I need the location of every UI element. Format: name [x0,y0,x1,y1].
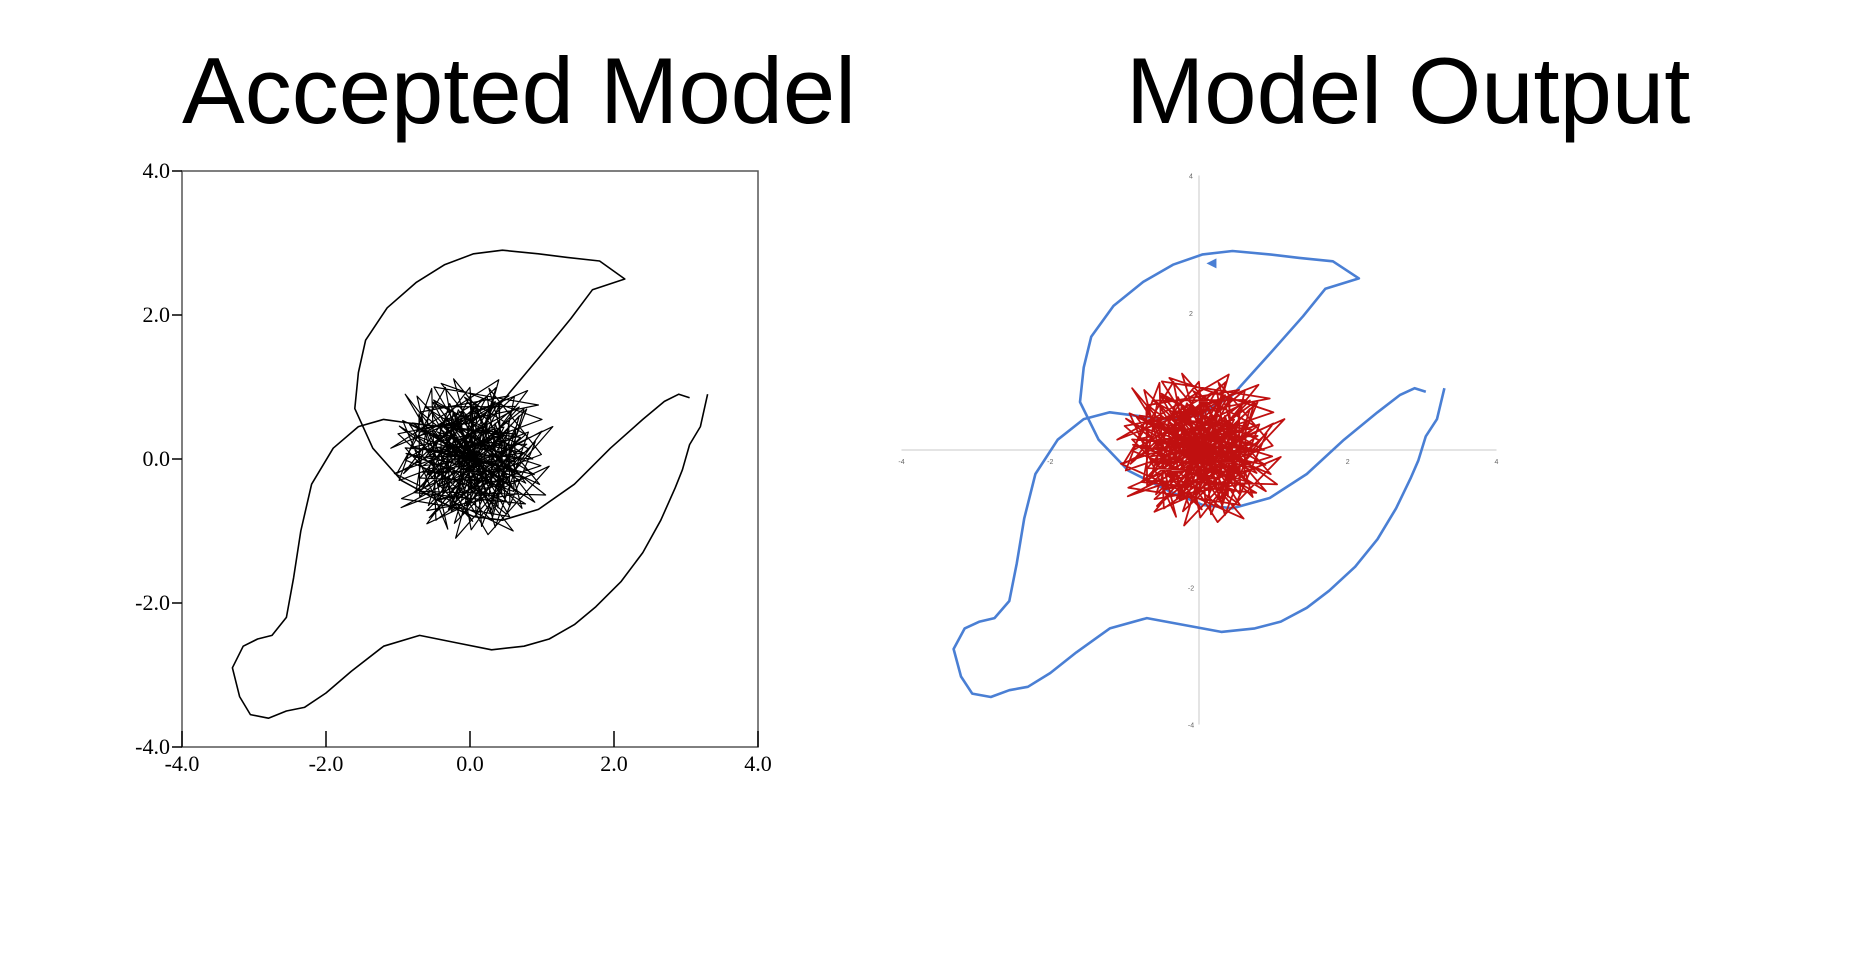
y-tick-label: -4 [1188,723,1194,730]
left-chart-title: Accepted Model [182,38,857,143]
orbit-trajectory [231,249,709,719]
y-tick-label: 2.0 [143,302,171,327]
y-tick-label: 0.0 [143,446,171,471]
x-tick-label: 2 [1346,459,1350,466]
y-tick-label: 4.0 [143,158,171,183]
y-tick-label: -4.0 [135,734,170,759]
core-trajectory [390,378,554,539]
x-tick-label: -4 [898,459,904,466]
x-tick-label: 2.0 [600,751,628,776]
y-tick-label: -2.0 [135,590,170,615]
x-tick-label: -2 [1047,459,1053,466]
orbit-trajectory [952,249,1446,699]
x-tick-label: 4 [1495,459,1499,466]
x-tick-label: -2.0 [309,751,344,776]
x-tick-label: 0.0 [456,751,484,776]
y-tick-label: 2 [1189,311,1193,318]
arrow-icon [1206,258,1217,269]
core-trajectory [1116,372,1286,527]
right-chart-title: Model Output [1126,38,1691,143]
x-tick-label: 4.0 [744,751,772,776]
x-tick-label: -4.0 [165,751,200,776]
y-tick-label: -2 [1188,585,1194,592]
y-tick-label: 4 [1189,174,1193,181]
